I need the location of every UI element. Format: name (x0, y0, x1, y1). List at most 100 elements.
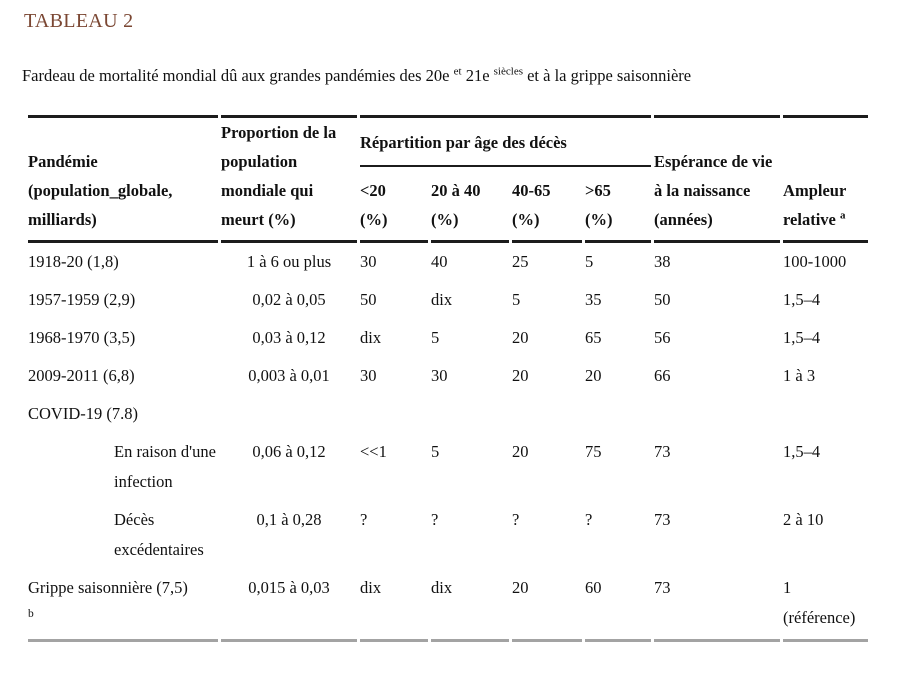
cell-age-20-40: 40 (431, 252, 448, 271)
cell-age-40-65: 20 (512, 569, 582, 642)
cell-esperance: 66 (654, 366, 671, 385)
table-caption: Fardeau de mortalité mondial dû aux gran… (22, 66, 869, 86)
caption-text: et à la grippe saisonnière (527, 66, 692, 85)
header-age-20-40: 20 à 40 (%) (431, 167, 509, 243)
cell-ampleur: 1,5–4 (783, 328, 821, 347)
cell-pandemie: 1918-20 (1,8) (28, 252, 119, 271)
cell-age-20-40: 5 (431, 328, 440, 347)
cell-esperance: 73 (654, 569, 781, 642)
article-page: TABLEAU 2 Fardeau de mortalité mondial d… (22, 10, 871, 642)
mortality-table: Pandémie (population_globale, milliards)… (25, 115, 871, 642)
table-row: 2009-2011 (6,8) 0,003 à 0,01 30 30 20 20… (28, 357, 868, 395)
age-col-unit: (%) (360, 210, 388, 229)
cell-esperance: 73 (654, 510, 671, 529)
header-esperance: Espérance de vie à la naissance (années) (654, 115, 781, 243)
cell-age-over65: ? (585, 510, 593, 529)
cell-age-20-40: dix (431, 290, 453, 309)
cell-esperance (654, 395, 780, 433)
table-row: Grippe saisonnière (7,5) b 0,015 à 0,03 d… (28, 569, 869, 642)
header-row-1: Pandémie (population_globale, milliards)… (28, 115, 869, 243)
cell-ampleur: 100-1000 (783, 252, 847, 271)
table-body: 1918-20 (1,8) 1 à 6 ou plus 30 40 25 5 3… (28, 243, 869, 642)
footnote-marker-a: a (840, 209, 846, 222)
cell-age-40-65 (512, 395, 582, 433)
cell-proportion: 1 à 6 ou plus (246, 252, 332, 271)
cell-age-20-40 (431, 395, 509, 433)
cell-age-40-65: ? (512, 510, 520, 529)
cell-ampleur: 1,5–4 (783, 290, 821, 309)
cell-age-under20: <<1 (360, 442, 387, 461)
cell-proportion: 0,003 à 0,01 (248, 366, 330, 385)
cell-esperance: 38 (654, 252, 671, 271)
table-row: Décès excédentaires 0,1 à 0,28 ? ? ? ? 7… (28, 501, 868, 569)
cell-age-over65: 65 (585, 328, 602, 347)
cell-pandemie: 1968-1970 (3,5) (28, 328, 136, 347)
cell-age-over65: 35 (585, 290, 602, 309)
table-label: TABLEAU 2 (24, 10, 134, 32)
header-proportion: Proportion de la population mondiale qui… (221, 115, 357, 243)
cell-pandemie: 2009-2011 (6,8) (28, 366, 135, 385)
table-header: Pandémie (population_globale, milliards)… (28, 115, 869, 243)
table-row: 1957-1959 (2,9) 0,02 à 0,05 50 dix 5 35 … (28, 281, 868, 319)
age-col-label: >65 (585, 181, 611, 200)
cell-pandemie: COVID-19 (7.8) (28, 404, 138, 423)
cell-age-over65: 60 (585, 569, 652, 642)
caption-superscript-siecles: siècles (493, 65, 523, 78)
cell-age-over65: 75 (585, 442, 602, 461)
cell-age-40-65: 25 (512, 252, 529, 271)
cell-age-40-65: 20 (512, 442, 529, 461)
cell-esperance: 50 (654, 290, 671, 309)
cell-age-over65: 5 (585, 252, 594, 271)
caption-superscript-et: et (453, 65, 462, 78)
cell-age-under20: dix (360, 328, 382, 347)
footnote-marker-b: b (28, 608, 34, 620)
cell-age-40-65: 20 (512, 366, 529, 385)
header-ampleur: Ampleur relative a (783, 115, 869, 243)
cell-age-20-40: dix (431, 569, 509, 642)
cell-age-over65: 20 (585, 366, 602, 385)
table-row: 1918-20 (1,8) 1 à 6 ou plus 30 40 25 5 3… (28, 243, 868, 281)
cell-age-under20: ? (360, 510, 368, 529)
header-age-under20: <20 (%) (360, 167, 428, 243)
cell-age-20-40: 5 (431, 442, 440, 461)
header-row-2: <20 (%) 20 à 40 (%) 40-65 (%) >65 (%) (28, 167, 868, 243)
caption-text: 21e (465, 66, 490, 85)
age-col-label: 20 à 40 (431, 181, 481, 200)
cell-ampleur (783, 395, 868, 433)
age-col-unit: (%) (585, 210, 613, 229)
cell-age-40-65: 5 (512, 290, 521, 309)
cell-age-over65 (585, 395, 651, 433)
age-col-unit: (%) (512, 210, 540, 229)
cell-age-under20: 30 (360, 252, 377, 271)
cell-age-20-40: 30 (431, 366, 448, 385)
cell-ampleur: 2 à 10 (783, 510, 824, 529)
header-group-repartition: Répartition par âge des décès (360, 115, 652, 168)
cell-proportion: 0,03 à 0,12 (252, 328, 326, 347)
header-age-40-65: 40-65 (%) (512, 167, 582, 243)
cell-pandemie: Grippe saisonnière (7,5) b (28, 569, 218, 642)
cell-ampleur: 1 à 3 (783, 366, 816, 385)
caption-text: Fardeau de mortalité mondial dû aux gran… (22, 66, 450, 85)
cell-proportion: 0,06 à 0,12 (252, 442, 326, 461)
cell-proportion: 0,015 à 0,03 (221, 569, 357, 642)
cell-esperance: 73 (654, 442, 671, 461)
cell-age-under20: 50 (360, 290, 377, 309)
age-col-label: 40-65 (512, 181, 551, 200)
cell-ampleur: 1,5–4 (783, 442, 821, 461)
cell-proportion (221, 395, 357, 433)
cell-age-20-40: ? (431, 510, 439, 529)
table-row: COVID-19 (7.8) (28, 395, 868, 433)
pandemie-name: Grippe saisonnière (7,5) (28, 578, 188, 597)
ampleur-value: 1 (783, 578, 792, 597)
cell-pandemie-subrow: En raison d'une infection (114, 442, 216, 491)
cell-age-under20: dix (360, 569, 428, 642)
header-pandemie: Pandémie (population_globale, milliards) (28, 115, 218, 243)
cell-age-under20: 30 (360, 366, 377, 385)
cell-age-40-65: 20 (512, 328, 529, 347)
cell-pandemie-subrow: Décès excédentaires (114, 510, 204, 559)
cell-esperance: 56 (654, 328, 671, 347)
age-col-label: <20 (360, 181, 386, 200)
cell-ampleur: 1 (référence) (783, 569, 869, 642)
ampleur-reference-note: (référence) (783, 608, 856, 627)
age-col-unit: (%) (431, 210, 459, 229)
